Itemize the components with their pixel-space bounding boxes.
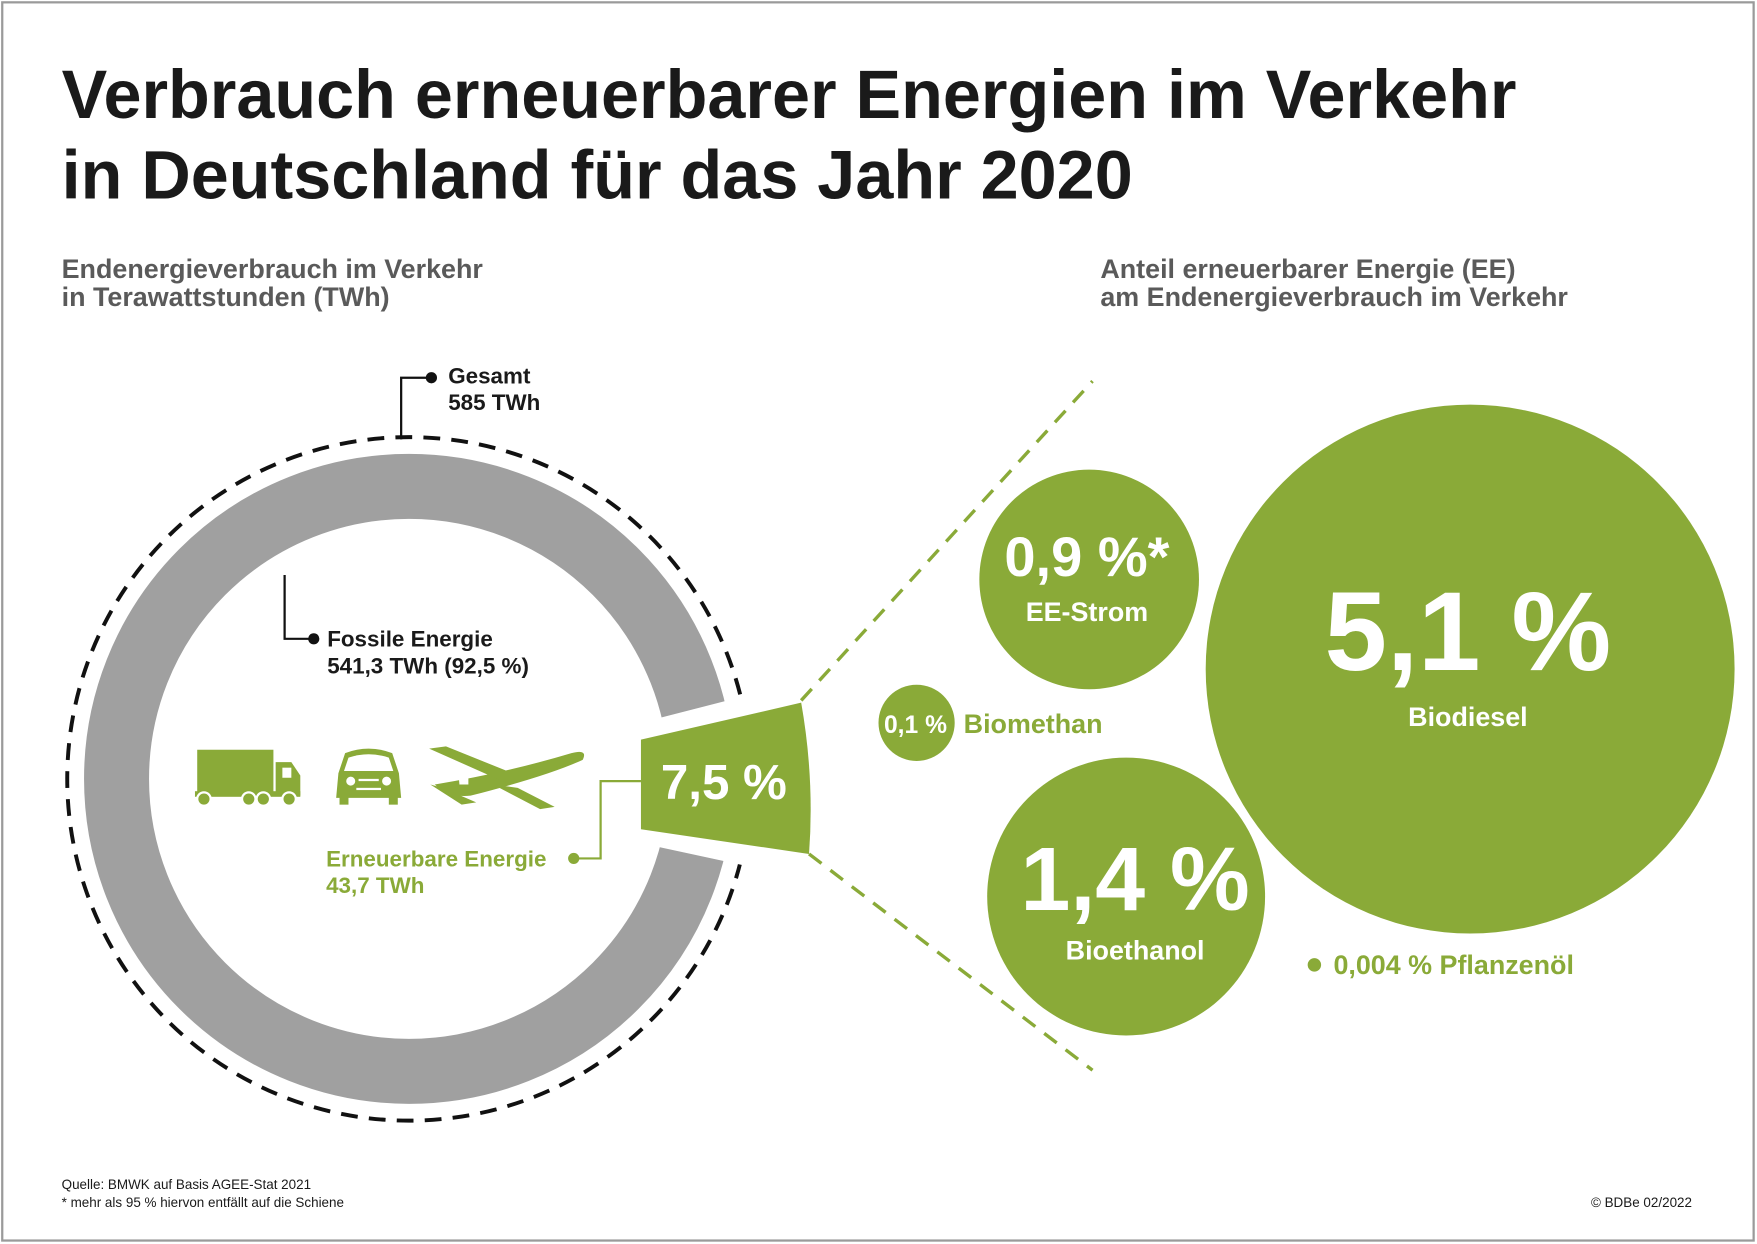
- total-dot: [425, 372, 438, 384]
- renewable-leader: [573, 779, 641, 860]
- bubble-biodiesel: [1205, 404, 1735, 934]
- bubble-pflanzenoel: [1307, 958, 1322, 972]
- biomethan-label: Biomethan: [964, 709, 1103, 739]
- bioethanol-value: 1,4 %: [1021, 829, 1250, 929]
- bubble-bioethanol: [987, 757, 1266, 1036]
- title-line-2: in Deutschland für das Jahr 2020: [62, 137, 1133, 213]
- left-subtitle-2: in Terawattstunden (TWh): [62, 282, 390, 312]
- pflanzenoel-text: 0,004 % Pflanzenöl: [1333, 950, 1573, 980]
- footnote: * mehr als 95 % hiervon entfällt auf die…: [62, 1195, 344, 1210]
- pflanzenoel-value: 0,004 %: [1333, 950, 1432, 980]
- car-icon: [336, 748, 402, 805]
- truck-icon: [194, 749, 301, 807]
- ee-strom-label: EE-Strom: [1026, 597, 1148, 627]
- pflanzenoel-label: Pflanzenöl: [1440, 950, 1574, 980]
- right-subtitle-2: am Endenergieverbrauch im Verkehr: [1100, 282, 1568, 312]
- fossil-dot: [308, 633, 320, 645]
- biomethan-value: 0,1 %: [884, 712, 947, 739]
- renewable-slice: [640, 702, 811, 854]
- left-subtitle-1: Endenergieverbrauch im Verkehr: [62, 254, 484, 284]
- fossil-label: Fossile Energie: [327, 627, 493, 652]
- zoom-line-bottom: [808, 852, 1094, 1072]
- renewable-dot: [568, 852, 580, 865]
- bubble-biomethan: [878, 684, 955, 761]
- ee-strom-value: 0,9 %*: [1004, 525, 1169, 588]
- right-subtitle-1: Anteil erneuerbarer Energie (EE): [1100, 254, 1515, 284]
- fossil-leader: [283, 574, 313, 640]
- bioethanol-label: Bioethanol: [1066, 935, 1205, 965]
- bubble-ee-strom: [979, 469, 1199, 690]
- renewable-value: 43,7 TWh: [326, 873, 424, 898]
- biodiesel-label: Biodiesel: [1408, 702, 1527, 732]
- copyright: © BDBe 02/2022: [1591, 1195, 1692, 1210]
- title-line-1: Verbrauch erneuerbarer Energien im Verke…: [62, 57, 1517, 133]
- total-value: 585 TWh: [448, 390, 540, 415]
- fossil-value: 541,3 TWh (92,5 %): [327, 654, 529, 679]
- biodiesel-value: 5,1 %: [1325, 569, 1612, 694]
- renewable-percent-label: 7,5 %: [661, 755, 787, 810]
- airplane-icon: [429, 746, 585, 810]
- total-label: Gesamt: [448, 363, 531, 388]
- source-note: Quelle: BMWK auf Basis AGEE-Stat 2021: [62, 1177, 311, 1192]
- total-leader: [400, 376, 431, 440]
- zoom-line-top: [799, 379, 1094, 702]
- renewable-label: Erneuerbare Energie: [326, 846, 546, 871]
